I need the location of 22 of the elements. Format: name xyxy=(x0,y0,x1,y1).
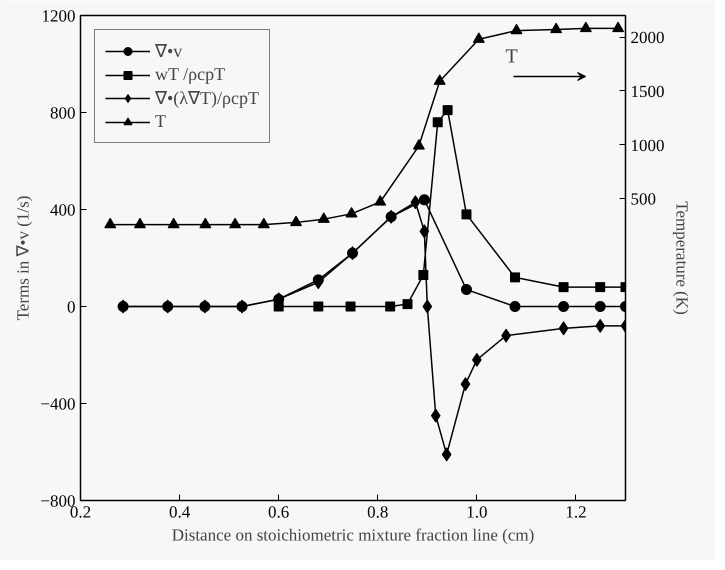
legend-label: ∇•(λ∇T)/ρcpT xyxy=(155,87,259,109)
y-tick-label: −400 xyxy=(40,394,76,414)
y2-tick-label: 1000 xyxy=(630,136,664,155)
annotation: T xyxy=(506,46,518,68)
y2-tick-label: 1500 xyxy=(630,82,664,101)
legend-label: wT /ρcpT xyxy=(155,64,226,85)
y-tick-label: 800 xyxy=(50,104,76,122)
y2-axis-title: Temperature (K) xyxy=(672,201,692,315)
x-axis-title: Distance on stoichiometric mixture fraction line (cm) xyxy=(172,526,534,544)
y-axis-title: Terms in ∇•v (1/s) xyxy=(13,196,32,320)
x-tick-label: 0.6 xyxy=(268,502,290,522)
y-tick-label: 1200 xyxy=(42,6,76,26)
x-tick-label: 0.4 xyxy=(168,502,191,522)
y-tick-label: 400 xyxy=(50,200,76,220)
legend-label: T xyxy=(155,111,167,132)
x-tick-label: 0.8 xyxy=(367,502,388,522)
x-tick-label: 1.2 xyxy=(565,502,587,522)
legend-label: ∇•v xyxy=(155,40,182,62)
y-tick-label: 0 xyxy=(67,298,76,316)
x-tick-label: 1.0 xyxy=(466,502,488,522)
y2-tick-label: 2000 xyxy=(630,28,664,48)
y2-tick-label: 500 xyxy=(630,190,656,209)
